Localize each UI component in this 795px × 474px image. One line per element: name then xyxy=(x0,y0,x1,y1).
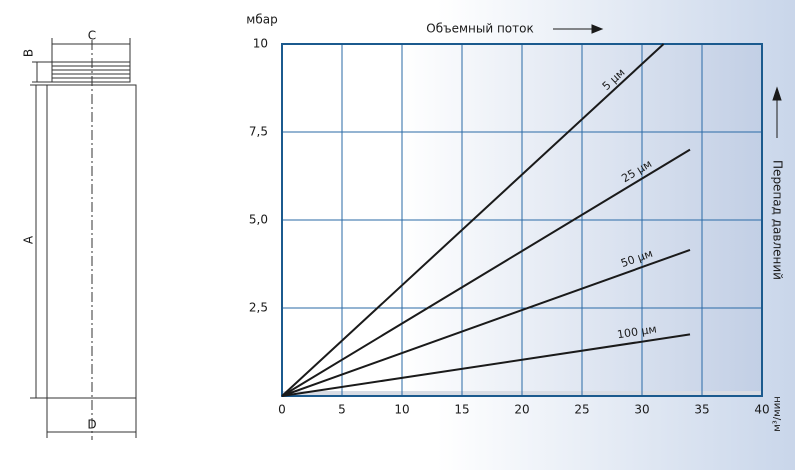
filter-diagram xyxy=(30,38,137,440)
plot-frame xyxy=(281,43,763,397)
x-tick-label: 30 xyxy=(634,403,649,417)
dim-label: A xyxy=(22,235,36,244)
y-tick-label: 5,0 xyxy=(249,213,268,227)
x-title: Объемный поток xyxy=(426,22,533,36)
series-line xyxy=(281,43,665,397)
dim-label: B xyxy=(22,49,36,57)
y-unit: мбар xyxy=(246,13,277,27)
series-label: 100 µм xyxy=(616,323,657,342)
series-line xyxy=(281,148,691,397)
y-arrow xyxy=(772,86,782,138)
x-tick-label: 5 xyxy=(338,403,346,417)
x-tick-label: 25 xyxy=(574,403,589,417)
x-tick-label: 15 xyxy=(454,403,469,417)
x-tick-label: 10 xyxy=(394,403,409,417)
x-tick-label: 35 xyxy=(694,403,709,417)
dim-label: D xyxy=(87,418,96,432)
x-arrow xyxy=(553,24,604,34)
x-unit: м³/мин xyxy=(772,396,783,432)
y-title: Перепад давлений xyxy=(771,160,785,280)
y-tick-label: 10 xyxy=(253,37,268,51)
series-line xyxy=(281,248,691,397)
y-tick-label: 7,5 xyxy=(249,125,268,139)
dim-label: C xyxy=(88,29,96,43)
x-tick-label: 20 xyxy=(514,403,529,417)
y-tick-label: 2,5 xyxy=(249,301,268,315)
x-tick-label: 40 xyxy=(754,403,769,417)
series-line xyxy=(281,333,691,397)
x-tick-label: 0 xyxy=(278,403,286,417)
